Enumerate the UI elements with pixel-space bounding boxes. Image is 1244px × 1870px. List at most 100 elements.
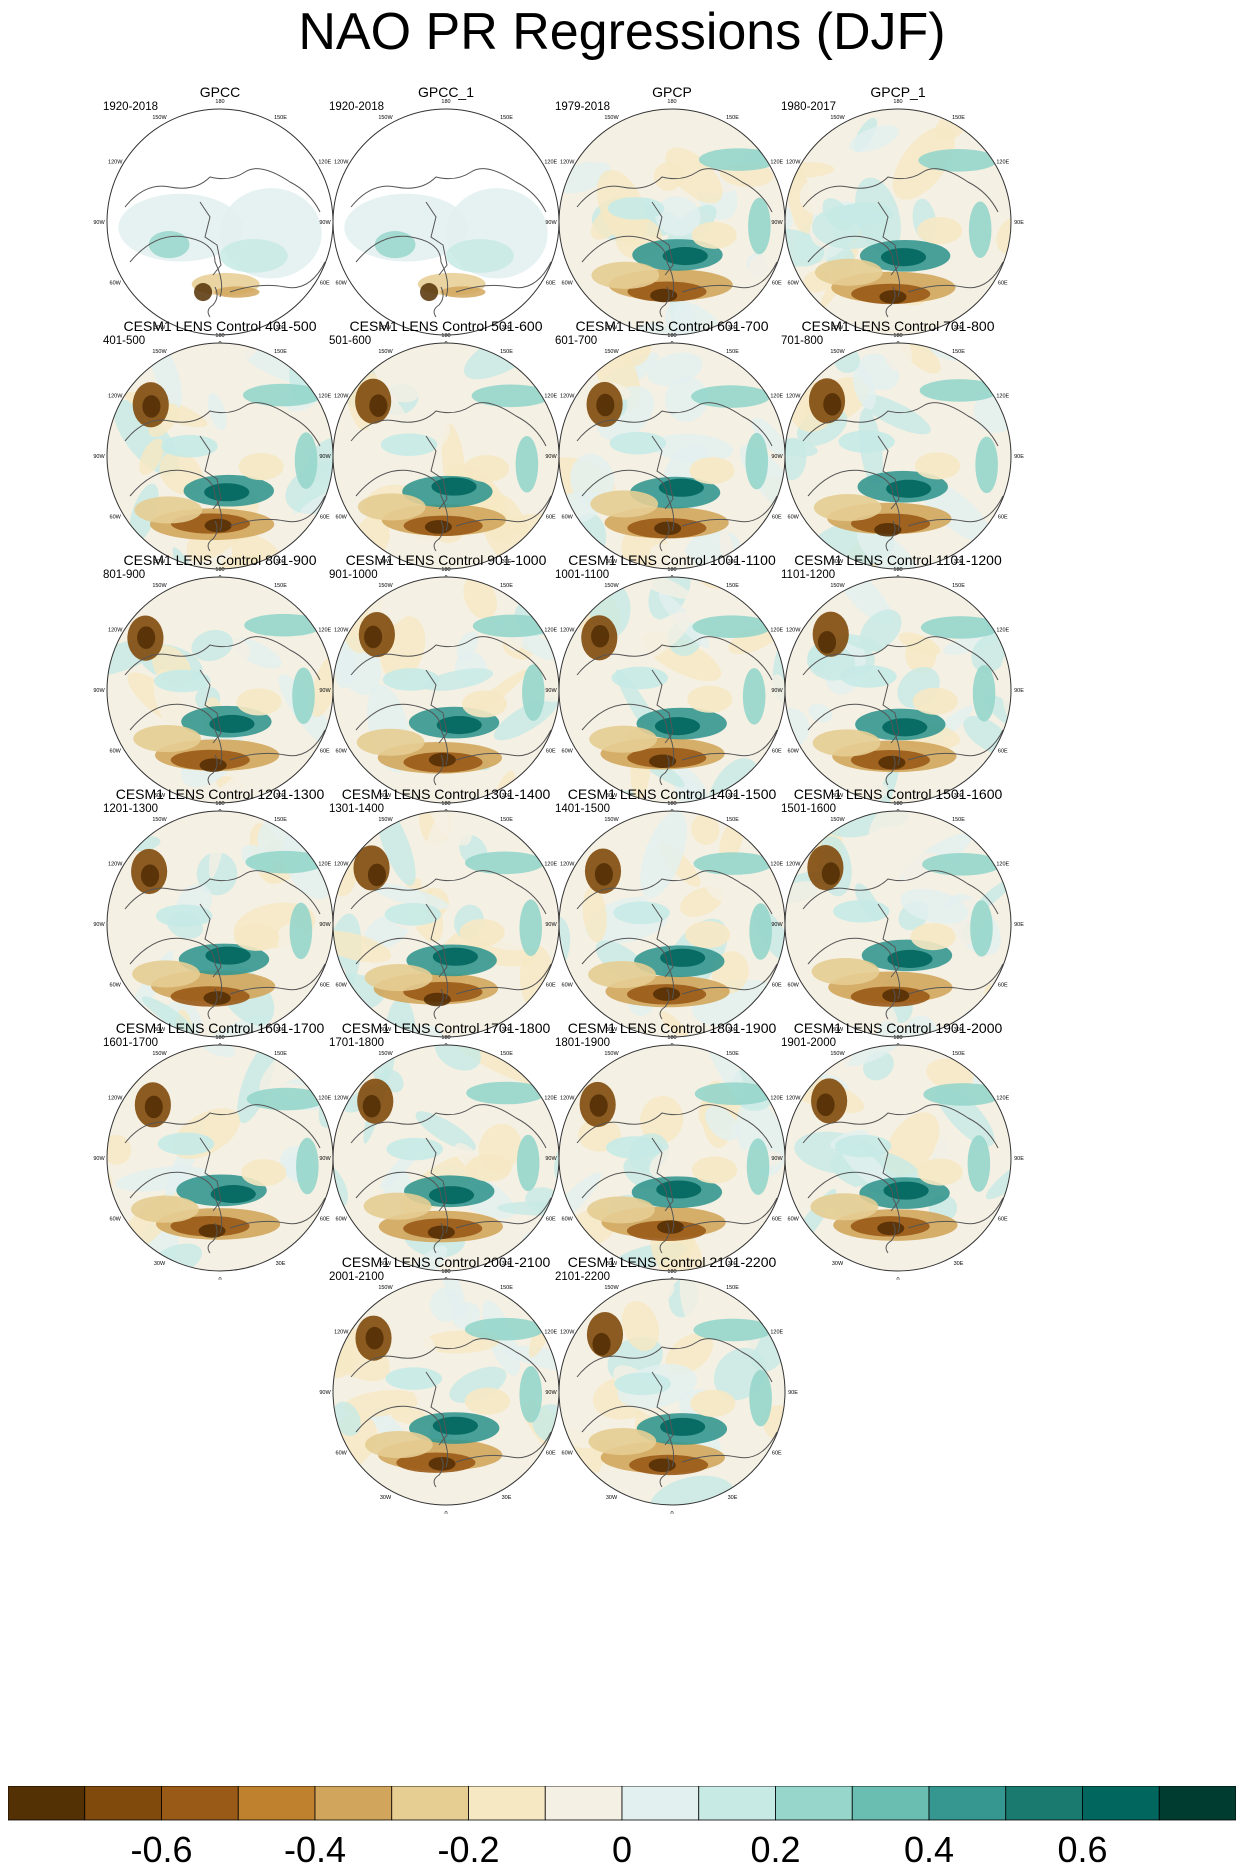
longitude-label: 30E	[728, 1027, 738, 1033]
longitude-label: 120E	[996, 160, 1009, 166]
longitude-label: 90W	[545, 1156, 557, 1162]
anomaly-patch	[245, 850, 325, 874]
anomaly-patch	[519, 1366, 543, 1423]
anomaly-patch	[131, 1195, 199, 1223]
longitude-label: 0	[444, 809, 447, 812]
longitude-label: 30W	[832, 1027, 844, 1033]
panel-title: CESM1 LENS Control 2001-2100	[341, 1254, 551, 1270]
map-panel: GPCP_1 180 150E 120E 90E 60E 30E 0 30W 60W 90W 120W…	[764, 84, 1032, 344]
longitude-label: 150W	[604, 349, 619, 355]
longitude-label: 180	[893, 567, 902, 573]
anomaly-patch	[436, 716, 482, 735]
anomaly-patch	[196, 852, 238, 896]
anomaly-patch	[459, 919, 505, 947]
panel-period: 701-800	[781, 335, 824, 347]
panel-period: 1501-1600	[781, 803, 836, 815]
anomaly-patch	[427, 1225, 455, 1240]
anomaly-patch	[464, 851, 545, 875]
anomaly-patch	[808, 703, 833, 723]
longitude-label: 60E	[772, 515, 782, 521]
anomaly-patch	[715, 657, 743, 691]
coastlines	[124, 168, 326, 318]
anomaly-patch	[431, 477, 477, 496]
coastlines	[350, 870, 552, 1020]
panel-title: CESM1 LENS Control 1001-1100	[568, 552, 776, 568]
longitude-label: 120W	[334, 628, 349, 634]
anomaly-patch	[139, 438, 164, 476]
map-rim	[784, 342, 1012, 570]
anomaly-patch	[244, 613, 324, 637]
longitude-label: 0	[896, 1043, 899, 1046]
longitude-label: 30E	[276, 559, 286, 565]
longitude-label: 120E	[770, 394, 783, 400]
longitude-label: 150E	[952, 115, 965, 121]
longitude-label: 60E	[998, 515, 1008, 521]
anomaly-patch	[660, 1417, 706, 1436]
anomaly-patch	[209, 714, 255, 733]
longitude-label: 60E	[772, 749, 782, 755]
longitude-label: 120E	[770, 1330, 783, 1336]
colorbar-swatch	[8, 1786, 86, 1821]
anomaly-patch	[647, 352, 703, 386]
anomaly-patch	[919, 379, 999, 402]
anomaly-patch	[292, 667, 315, 725]
anomaly-patch	[785, 205, 793, 233]
anomaly-patch	[691, 813, 720, 845]
longitude-label: 90W	[93, 220, 105, 226]
panel-period: 1901-2000	[781, 1037, 836, 1049]
anomaly-patch	[679, 1279, 727, 1337]
anomaly-patch	[194, 283, 213, 302]
anomaly-patch	[917, 216, 963, 245]
coastlines	[802, 870, 1004, 1020]
anomaly-patch	[749, 1369, 772, 1427]
longitude-label: 60W	[562, 749, 574, 755]
map-panel: CESM1 LENS Control 1501-1600 180 150E 120E 9…	[764, 786, 1032, 1046]
anomaly-patch	[811, 957, 880, 986]
anomaly-patch	[692, 615, 772, 638]
longitude-label: 60E	[546, 749, 556, 755]
anomaly-patch	[649, 1475, 736, 1505]
longitude-label: 90W	[545, 220, 557, 226]
anomaly-patch	[107, 1134, 132, 1165]
longitude-label: 150W	[378, 1051, 393, 1057]
anomaly-patch	[440, 286, 486, 298]
longitude-label: 150E	[726, 817, 739, 823]
anomaly-patch	[429, 1287, 461, 1322]
panel-title: CESM1 LENS Control 801-900	[123, 552, 317, 568]
longitude-label: 0	[670, 1043, 673, 1046]
anomaly-patch	[296, 1137, 319, 1195]
anomaly-patch	[786, 919, 834, 936]
longitude-label: 30W	[606, 1027, 618, 1033]
anomaly-patch	[656, 1180, 702, 1199]
panel-title: GPCP	[652, 84, 692, 100]
longitude-label: 120E	[996, 1096, 1009, 1102]
longitude-label: 30W	[380, 1027, 392, 1033]
longitude-label: 180	[893, 801, 902, 807]
anomaly-patch	[972, 664, 996, 722]
longitude-label: 30W	[380, 325, 392, 331]
longitude-label: 120E	[996, 394, 1009, 400]
longitude-label: 150W	[604, 115, 619, 121]
longitude-label: 150W	[378, 115, 393, 121]
anomaly-patch	[356, 728, 425, 756]
longitude-label: 0	[218, 341, 221, 344]
anomaly-patch	[882, 718, 928, 737]
longitude-label: 120W	[334, 1330, 349, 1336]
anomaly-patch	[516, 1134, 540, 1192]
colorbar-tick-label: -0.4	[283, 1829, 347, 1870]
longitude-label: 120E	[544, 628, 557, 634]
anomaly-patch	[424, 520, 452, 534]
longitude-label: 30E	[954, 325, 964, 331]
colorbar-swatch	[468, 1786, 546, 1821]
longitude-label: 150W	[604, 583, 619, 589]
panel-title: CESM1 LENS Control 1501-1600	[793, 786, 1003, 802]
anomaly-patch	[748, 197, 771, 255]
longitude-label: 60W	[562, 1451, 574, 1457]
coastlines	[576, 402, 778, 552]
longitude-label: 120E	[770, 862, 783, 868]
longitude-label: 30W	[380, 1495, 392, 1501]
anomaly-patch	[882, 988, 910, 1003]
